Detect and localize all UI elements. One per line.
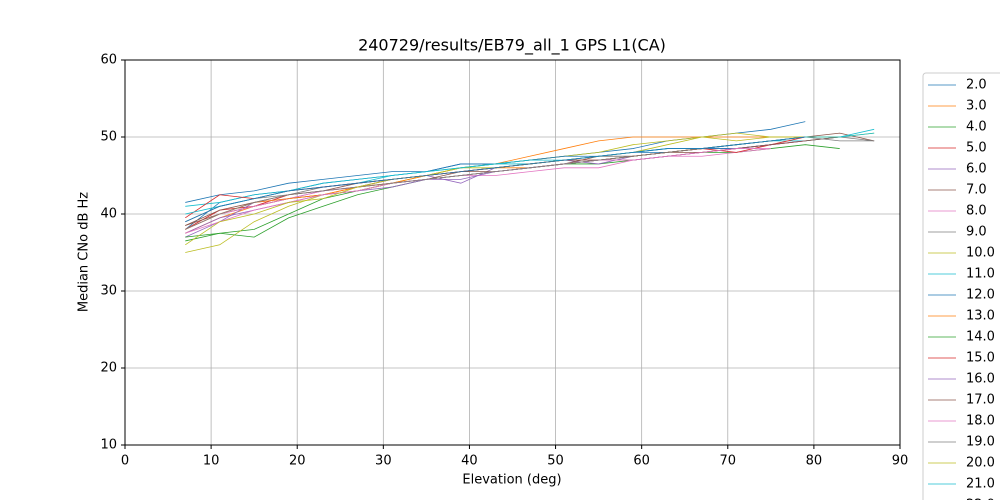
x-tick-label: 0 [121,454,129,469]
y-tick-label: 10 [100,438,117,453]
x-tick-label: 90 [892,454,909,469]
legend-label: 5.0 [966,141,987,156]
legend-label: 8.0 [966,204,987,219]
legend-label: 15.0 [966,351,995,366]
series-line [185,136,840,246]
legend-label: 21.0 [966,477,995,492]
legend-label: 16.0 [966,372,995,387]
series-line [185,132,875,207]
y-tick-label: 20 [100,361,117,376]
legend-label: 7.0 [966,183,987,198]
legend-label: 11.0 [966,267,995,282]
x-tick-label: 10 [203,454,220,469]
legend-label: 9.0 [966,225,987,240]
y-tick-label: 40 [100,207,117,222]
series-line [185,136,875,223]
legend-label: 12.0 [966,288,995,303]
legend-label: 14.0 [966,330,995,345]
series-line [185,132,875,253]
y-tick-label: 60 [100,53,117,68]
legend-label: 4.0 [966,120,987,135]
x-tick-label: 50 [547,454,564,469]
x-axis-label: Elevation (deg) [462,473,561,488]
legend-label: 2.0 [966,78,987,93]
y-tick-label: 30 [100,284,117,299]
y-tick-label: 50 [100,130,117,145]
series-line [185,148,771,230]
x-tick-label: 70 [720,454,737,469]
chart-title: 240729/results/EB79_all_1 GPS L1(CA) [358,36,666,56]
x-tick-label: 80 [806,454,823,469]
legend-box [922,72,1000,500]
x-tick-label: 60 [633,454,650,469]
legend-label: 3.0 [966,99,987,114]
legend-label: 10.0 [966,246,995,261]
series-line [185,136,840,226]
series-line [185,136,806,223]
legend-label: 6.0 [966,162,987,177]
x-tick-label: 40 [461,454,478,469]
x-tick-label: 20 [289,454,306,469]
legend-label: 19.0 [966,435,995,450]
y-axis-label: Median CNo dB Hz [77,192,92,312]
plot-frame [124,59,901,446]
series-line [185,144,771,238]
legend-label: 22.0 [966,498,995,500]
legend-label: 13.0 [966,309,995,324]
legend-label: 18.0 [966,414,995,429]
legend-label: 20.0 [966,456,995,471]
series-line [185,132,875,226]
legend-label: 17.0 [966,393,995,408]
x-tick-label: 30 [375,454,392,469]
series-line [185,144,840,242]
